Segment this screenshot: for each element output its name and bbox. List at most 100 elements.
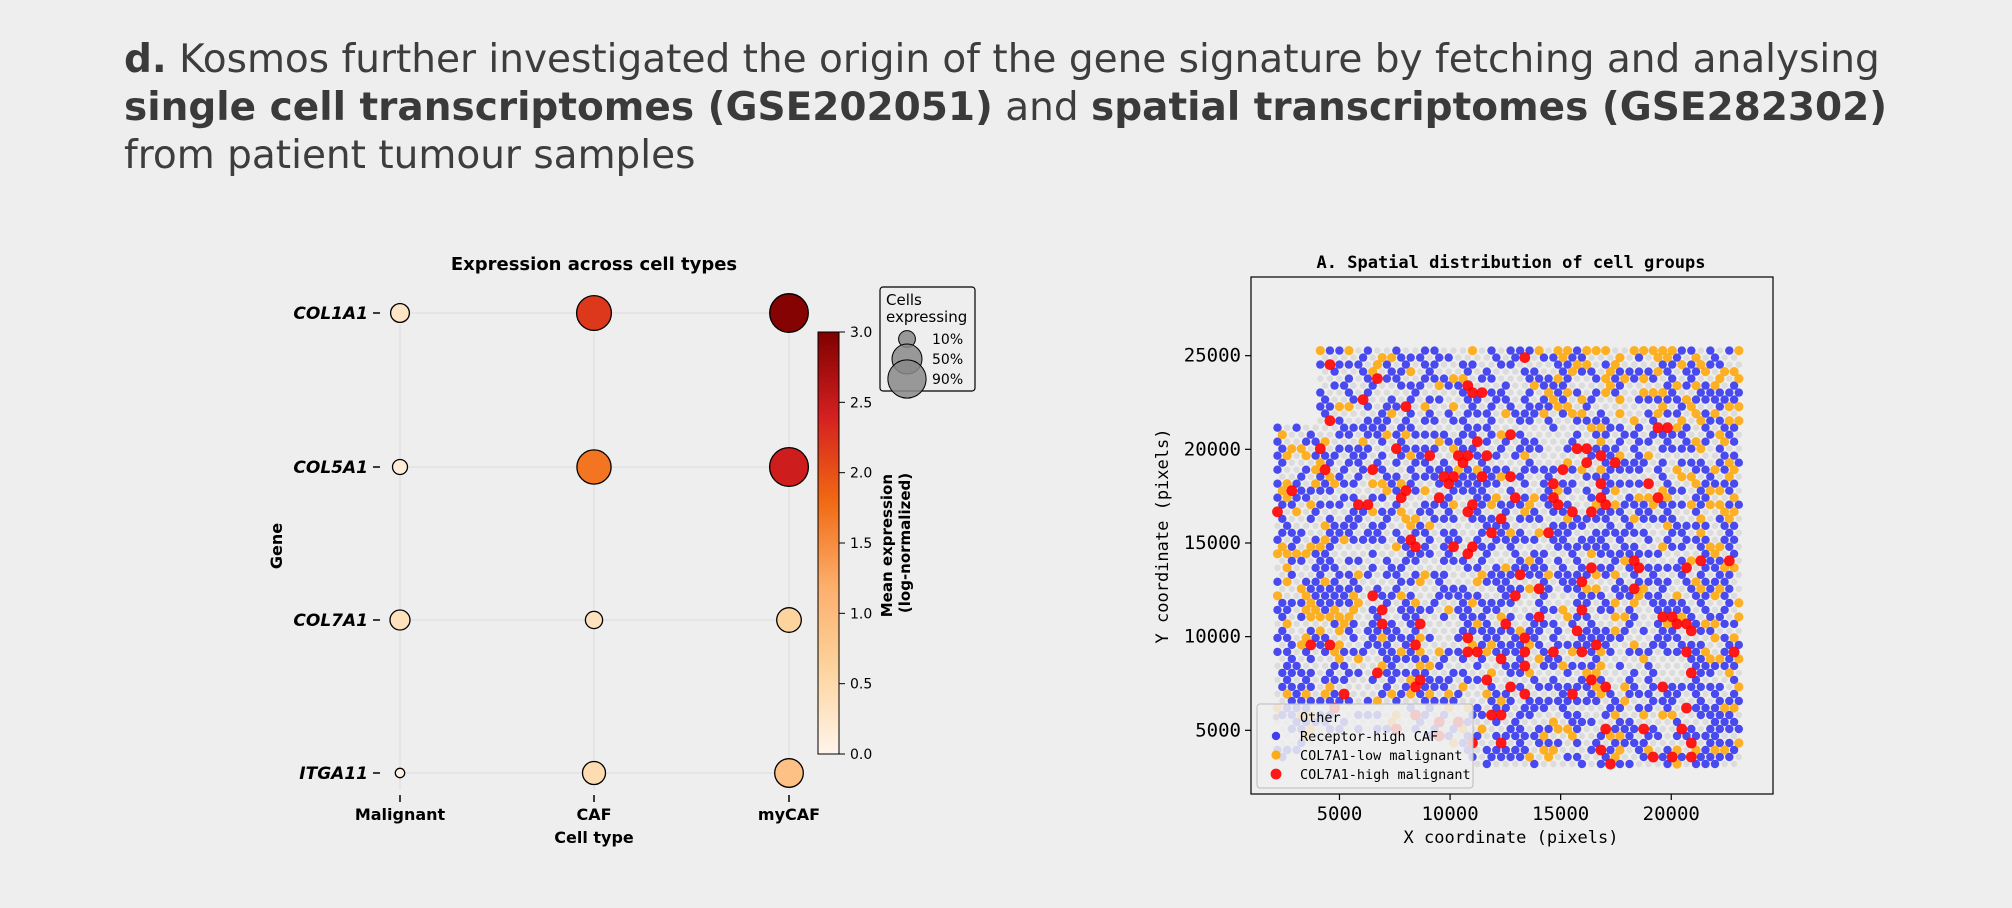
- spot-receptor-high-caf: [1663, 647, 1672, 657]
- spot-receptor-high-caf: [1715, 752, 1725, 762]
- gene-label-itga11: ITGA11: [299, 764, 368, 784]
- spot-receptor-high-caf: [1425, 367, 1434, 376]
- spot-col7a1-low: [1734, 346, 1744, 356]
- spot-receptor-high-caf: [1691, 591, 1701, 600]
- spot-other: [1478, 753, 1486, 761]
- spot-receptor-high-caf: [1382, 598, 1392, 608]
- spot-receptor-high-caf: [1525, 710, 1534, 720]
- spot-receptor-high-caf: [1658, 752, 1667, 762]
- spot-other: [1650, 711, 1657, 719]
- spot-receptor-high-caf: [1558, 479, 1568, 488]
- spot-receptor-high-caf: [1558, 381, 1568, 390]
- spot-other: [1350, 676, 1357, 684]
- spot-other: [1440, 389, 1448, 396]
- spot-col7a1-high: [1405, 534, 1417, 546]
- spot-other: [1654, 536, 1662, 543]
- spot-receptor-high-caf: [1544, 682, 1553, 692]
- spot-receptor-high-caf: [1701, 759, 1710, 769]
- spot-receptor-high-caf: [1720, 423, 1729, 432]
- spot-receptor-high-caf: [1349, 633, 1358, 643]
- spot-col7a1-low: [1724, 458, 1734, 468]
- spot-col7a1-low: [1387, 353, 1397, 363]
- spot-receptor-high-caf: [1539, 591, 1549, 600]
- spot-receptor-high-caf: [1682, 423, 1691, 432]
- spot-other: [1283, 438, 1291, 445]
- spot-receptor-high-caf: [1601, 598, 1610, 608]
- spot-col7a1-low: [1330, 479, 1340, 489]
- spot-receptor-high-caf: [1382, 570, 1392, 579]
- spot-col7a1-high: [1500, 618, 1512, 630]
- spot-receptor-high-caf: [1615, 717, 1625, 727]
- spot-other: [1516, 599, 1524, 607]
- colorbar-tick-label: 0.5: [850, 677, 872, 693]
- spot-receptor-high-caf: [1668, 696, 1677, 706]
- spot-receptor-high-caf: [1406, 577, 1415, 586]
- spot-col7a1-high: [1462, 632, 1474, 644]
- spot-other: [1483, 354, 1491, 361]
- spot-receptor-high-caf: [1468, 360, 1477, 369]
- spot-other: [1488, 613, 1495, 621]
- spot-receptor-high-caf: [1344, 584, 1354, 593]
- spot-other: [1283, 508, 1291, 515]
- spot-receptor-high-caf: [1439, 514, 1449, 523]
- spot-other: [1550, 704, 1557, 712]
- spot-other: [1393, 599, 1400, 607]
- spot-receptor-high-caf: [1696, 668, 1706, 678]
- spot-col7a1-low: [1720, 367, 1730, 377]
- spot-receptor-high-caf: [1473, 423, 1482, 432]
- spot-receptor-high-caf: [1611, 444, 1620, 453]
- spot-col7a1-low: [1734, 612, 1744, 622]
- spatial-legend-marker: [1271, 731, 1281, 741]
- spot-receptor-high-caf: [1411, 388, 1420, 397]
- spot-receptor-high-caf: [1454, 535, 1463, 544]
- spot-other: [1431, 641, 1438, 649]
- spot-other: [1436, 634, 1443, 642]
- spot-receptor-high-caf: [1734, 724, 1744, 734]
- spot-col7a1-low: [1334, 640, 1344, 650]
- spot-receptor-high-caf: [1563, 486, 1572, 495]
- spot-other: [1374, 571, 1381, 578]
- spot-receptor-high-caf: [1563, 542, 1572, 551]
- spot-other: [1526, 487, 1533, 494]
- spot-other: [1621, 445, 1628, 452]
- spot-receptor-high-caf: [1691, 703, 1701, 713]
- spot-col7a1-high: [1723, 555, 1735, 567]
- spot-other: [1364, 669, 1372, 677]
- spot-other: [1507, 375, 1514, 382]
- spot-receptor-high-caf: [1492, 479, 1501, 488]
- spot-receptor-high-caf: [1672, 605, 1682, 615]
- spot-receptor-high-caf: [1611, 556, 1620, 565]
- spot-col7a1-high: [1400, 401, 1412, 412]
- spot-receptor-high-caf: [1668, 542, 1677, 551]
- spot-receptor-high-caf: [1397, 689, 1406, 699]
- spot-receptor-high-caf: [1544, 374, 1553, 383]
- spot-col7a1-low: [1548, 395, 1558, 405]
- spot-receptor-high-caf: [1572, 598, 1582, 608]
- spot-other: [1407, 508, 1414, 515]
- spot-col7a1-low: [1358, 437, 1368, 447]
- spot-receptor-high-caf: [1558, 577, 1568, 586]
- spot-receptor-high-caf: [1720, 605, 1729, 615]
- spot-receptor-high-caf: [1278, 598, 1287, 608]
- spot-receptor-high-caf: [1316, 570, 1325, 579]
- spot-col7a1-low: [1724, 472, 1734, 482]
- spot-receptor-high-caf: [1320, 647, 1330, 657]
- spot-col7a1-high: [1462, 450, 1474, 462]
- spot-receptor-high-caf: [1663, 381, 1672, 390]
- spot-receptor-high-caf: [1506, 500, 1515, 509]
- spot-receptor-high-caf: [1482, 521, 1492, 530]
- spot-col7a1-high: [1481, 450, 1493, 462]
- spot-other: [1445, 424, 1452, 431]
- spot-receptor-high-caf: [1525, 444, 1534, 453]
- spot-receptor-high-caf: [1668, 374, 1677, 383]
- spot-other: [1640, 599, 1647, 607]
- spot-receptor-high-caf: [1397, 535, 1406, 544]
- spot-col7a1-low: [1539, 745, 1549, 755]
- headline-text-1: Kosmos further investigated the origin o…: [166, 37, 1880, 82]
- spot-receptor-high-caf: [1454, 647, 1463, 657]
- spot-other: [1569, 424, 1576, 431]
- spot-receptor-high-caf: [1463, 395, 1473, 404]
- spot-col7a1-low: [1377, 633, 1387, 643]
- spot-col7a1-low: [1401, 430, 1411, 440]
- spot-receptor-high-caf: [1696, 710, 1706, 720]
